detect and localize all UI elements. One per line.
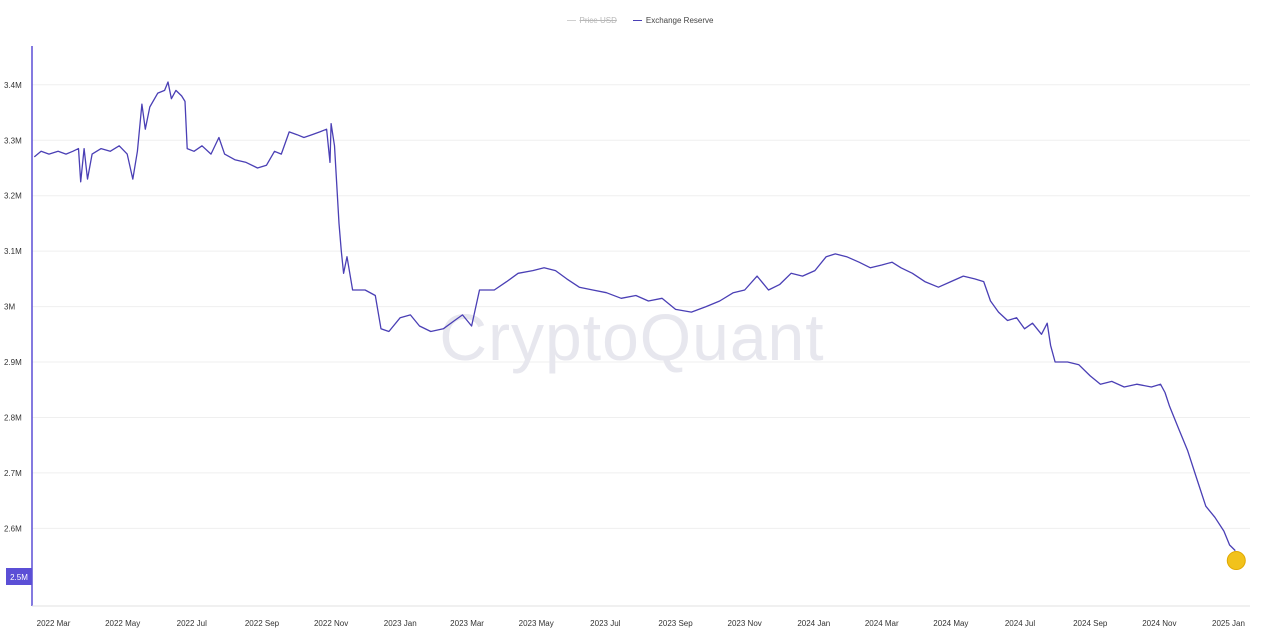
x-tick-label: 2024 Jan	[797, 619, 830, 628]
x-tick-label: 2023 Mar	[450, 619, 484, 628]
y-tick-label: 2.8M	[4, 413, 22, 422]
x-tick-label: 2024 Nov	[1142, 619, 1176, 628]
series-line-exchange-reserve	[33, 81, 1236, 552]
x-tick-label: 2023 Sep	[658, 619, 693, 628]
x-tick-label: 2023 Jan	[384, 619, 417, 628]
x-tick-label: 2022 Sep	[245, 619, 280, 628]
y-tick-label: 3.1M	[4, 247, 22, 256]
y-tick-label: 3.3M	[4, 136, 22, 145]
y-tick-label: 3M	[4, 303, 15, 312]
legend: Price USD Exchange Reserve	[0, 16, 1280, 25]
legend-reserve-label: Exchange Reserve	[645, 16, 714, 25]
legend-price-swatch	[566, 19, 576, 22]
legend-price-label: Price USD	[579, 16, 617, 25]
x-tick-label: 2024 May	[933, 619, 968, 628]
x-tick-label: 2023 May	[519, 619, 554, 628]
x-tick-label: 2023 Jul	[590, 619, 620, 628]
y-tick-label: 2.6M	[4, 524, 22, 533]
watermark: CryptoQuant	[439, 300, 824, 374]
last-value-badge: 2.5M	[6, 568, 32, 585]
legend-reserve-swatch	[632, 19, 642, 22]
y-axis-ticks: 3.4M 3.3M 3.2M 3.1M 3M 2.9M 2.8M 2.7M 2.6M	[4, 81, 22, 534]
x-tick-label: 2022 Mar	[37, 619, 71, 628]
endpoint-marker[interactable]	[1226, 551, 1246, 571]
x-tick-label: 2024 Sep	[1073, 619, 1108, 628]
y-tick-label: 3.2M	[4, 192, 22, 201]
x-tick-label: 2024 Mar	[865, 619, 899, 628]
x-tick-label: 2023 Nov	[728, 619, 762, 628]
x-axis-ticks: 2022 Mar 2022 May 2022 Jul 2022 Sep 2022 Nov…	[37, 619, 1245, 628]
legend-item-price[interactable]: Price USD	[566, 16, 617, 25]
y-tick-label: 3.4M	[4, 81, 22, 90]
x-tick-label: 2022 May	[105, 619, 140, 628]
x-tick-label: 2025 Jan	[1212, 619, 1245, 628]
x-tick-label: 2022 Jul	[177, 619, 207, 628]
x-tick-label: 2024 Jul	[1005, 619, 1035, 628]
y-tick-label: 2.9M	[4, 358, 22, 367]
grid-lines	[32, 84, 1250, 529]
last-value-label: 2.5M	[10, 573, 28, 582]
x-tick-label: 2022 Nov	[314, 619, 348, 628]
y-tick-label: 2.7M	[4, 469, 22, 478]
legend-item-reserve[interactable]: Exchange Reserve	[632, 16, 714, 25]
